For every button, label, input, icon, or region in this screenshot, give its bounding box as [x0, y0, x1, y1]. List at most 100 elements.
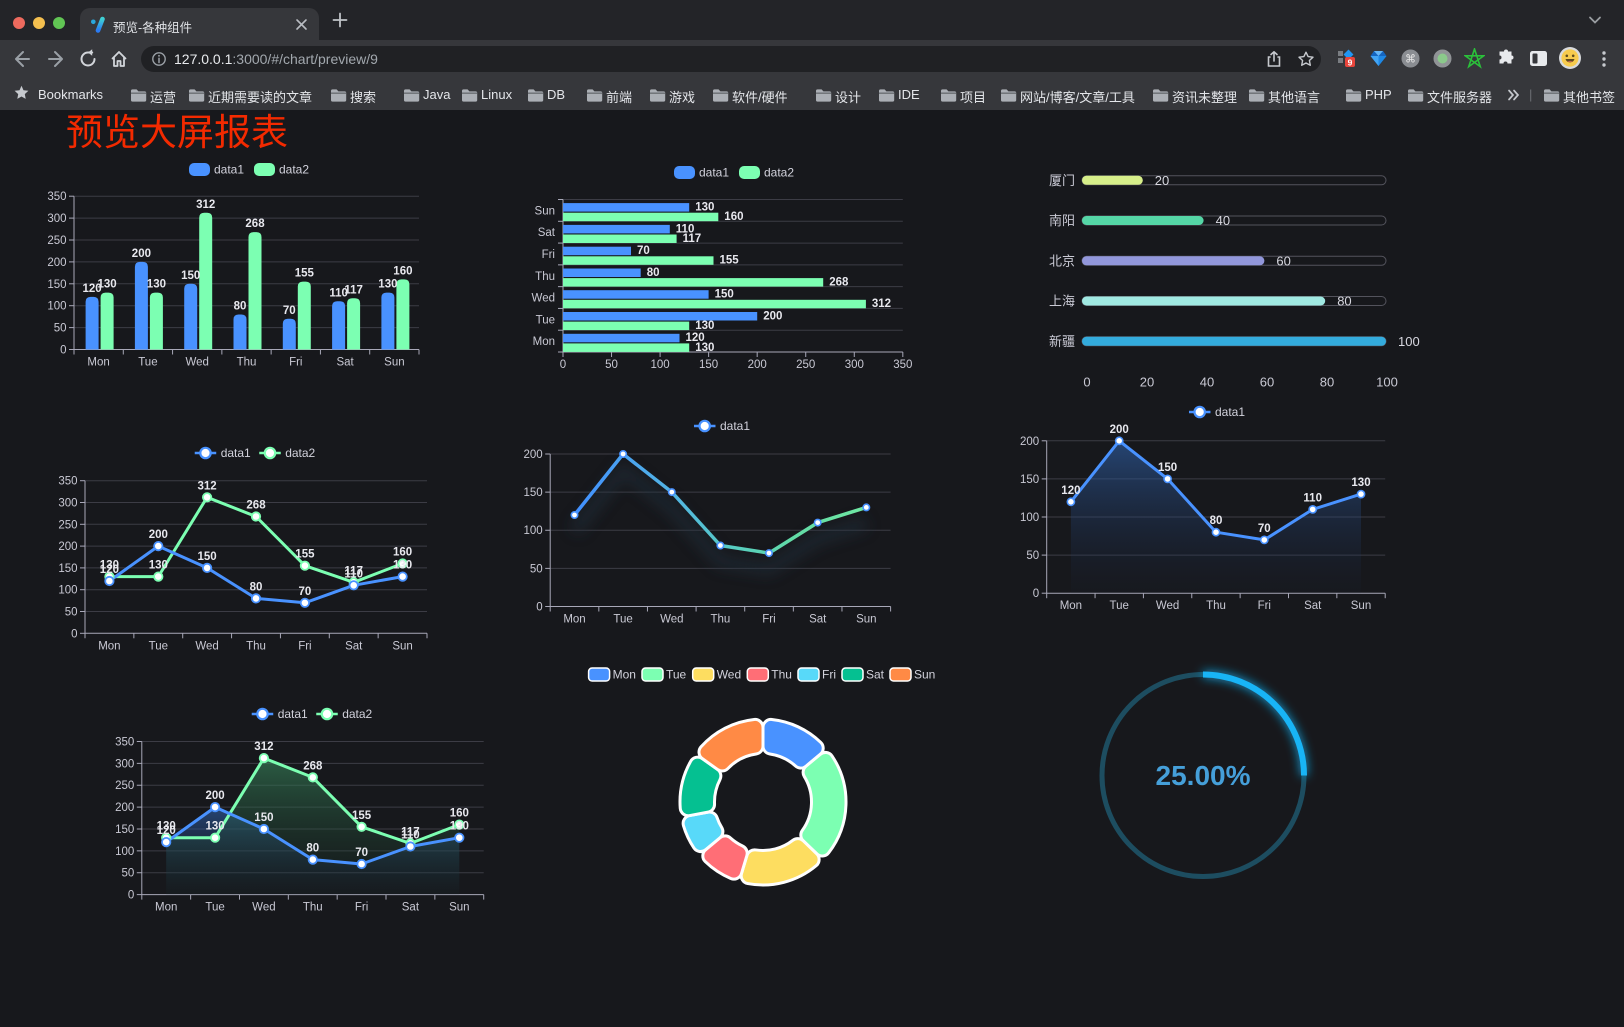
svg-text:20: 20	[1140, 375, 1154, 390]
svg-text:250: 250	[796, 359, 815, 371]
svg-text:150: 150	[47, 279, 66, 291]
svg-text:100: 100	[1020, 512, 1039, 524]
svg-text:Sat: Sat	[538, 227, 556, 239]
svg-text:预览大屏报表: 预览大屏报表	[66, 112, 288, 153]
svg-text:200: 200	[206, 790, 225, 802]
svg-text:350: 350	[893, 359, 912, 371]
svg-text:100: 100	[58, 585, 77, 597]
svg-text:Mon: Mon	[87, 357, 109, 369]
svg-text:130: 130	[695, 320, 714, 332]
svg-text:70: 70	[1258, 523, 1271, 535]
svg-text:100: 100	[1398, 334, 1420, 349]
svg-text:110: 110	[344, 568, 363, 580]
svg-text:130: 130	[147, 279, 166, 291]
svg-text:150: 150	[1158, 462, 1177, 474]
svg-text:200: 200	[763, 310, 782, 322]
svg-text:155: 155	[295, 268, 315, 280]
svg-text:155: 155	[295, 549, 315, 561]
svg-text:312: 312	[196, 199, 215, 211]
svg-text:Sun: Sun	[392, 640, 412, 652]
svg-text:100: 100	[47, 301, 66, 313]
svg-text:Thu: Thu	[303, 902, 323, 914]
svg-text:120: 120	[100, 564, 119, 576]
svg-text:0: 0	[60, 345, 66, 357]
svg-text:20: 20	[1155, 173, 1169, 188]
svg-text:200: 200	[47, 257, 66, 269]
svg-text:Wed: Wed	[185, 357, 208, 369]
svg-text:0: 0	[1033, 588, 1039, 600]
svg-text:110: 110	[676, 223, 695, 235]
svg-text:0: 0	[560, 359, 566, 371]
svg-text:200: 200	[58, 541, 77, 553]
svg-text:80: 80	[306, 843, 319, 855]
svg-text:9: 9	[1348, 57, 1353, 67]
svg-text:Sun: Sun	[449, 902, 469, 914]
svg-text:Wed: Wed	[195, 640, 218, 652]
svg-text:250: 250	[115, 780, 134, 792]
svg-text:268: 268	[303, 760, 323, 772]
svg-text:Thu: Thu	[1206, 600, 1226, 612]
svg-text:200: 200	[748, 359, 767, 371]
svg-text:160: 160	[393, 547, 412, 559]
svg-text:200: 200	[149, 529, 168, 541]
svg-text:data2: data2	[342, 707, 372, 721]
svg-text:Sat: Sat	[345, 640, 363, 652]
svg-text:厦门: 厦门	[1049, 173, 1075, 188]
svg-text:300: 300	[58, 498, 77, 510]
svg-text:Tue: Tue	[613, 614, 632, 626]
svg-text:350: 350	[58, 476, 77, 488]
svg-text:Fri: Fri	[298, 640, 311, 652]
svg-text:Thu: Thu	[771, 668, 792, 682]
svg-text:Sun: Sun	[535, 205, 555, 217]
svg-text:300: 300	[47, 213, 66, 225]
svg-text:130: 130	[100, 560, 119, 572]
svg-text:150: 150	[1020, 474, 1039, 486]
svg-text:Sun: Sun	[1351, 600, 1371, 612]
svg-text:300: 300	[845, 359, 864, 371]
svg-text:117: 117	[344, 284, 363, 296]
svg-text:Sun: Sun	[384, 357, 404, 369]
svg-text:data1: data1	[221, 446, 251, 460]
svg-text:80: 80	[1320, 375, 1334, 390]
svg-text:data1: data1	[699, 166, 729, 180]
svg-text:117: 117	[683, 233, 702, 245]
svg-text:Tue: Tue	[1110, 600, 1129, 612]
svg-text:Fri: Fri	[289, 357, 302, 369]
svg-text:200: 200	[524, 449, 543, 461]
svg-text:北京: 北京	[1049, 253, 1075, 268]
svg-text:117: 117	[344, 565, 363, 577]
svg-text:60: 60	[1276, 253, 1290, 268]
svg-text:新疆: 新疆	[1049, 334, 1075, 349]
svg-text:350: 350	[47, 191, 66, 203]
svg-text:data1: data1	[720, 419, 750, 433]
svg-text:Mon: Mon	[155, 902, 177, 914]
svg-text:Fri: Fri	[1258, 600, 1271, 612]
svg-text:130: 130	[149, 560, 168, 572]
svg-text:Tue: Tue	[536, 314, 555, 326]
svg-text:data1: data1	[214, 163, 244, 177]
svg-text:130: 130	[98, 279, 117, 291]
svg-text:Fri: Fri	[762, 614, 775, 626]
svg-text:300: 300	[115, 758, 134, 770]
svg-text:250: 250	[47, 235, 66, 247]
svg-text:40: 40	[1200, 375, 1214, 390]
svg-text:120: 120	[83, 283, 102, 295]
svg-text:Thu: Thu	[246, 640, 266, 652]
svg-text:南阳: 南阳	[1049, 213, 1075, 228]
svg-text:100: 100	[651, 359, 670, 371]
svg-text:Sat: Sat	[402, 902, 420, 914]
svg-text:Wed: Wed	[660, 614, 683, 626]
svg-text:100: 100	[524, 525, 543, 537]
svg-text:Tue: Tue	[138, 357, 157, 369]
svg-text:40: 40	[1216, 213, 1230, 228]
svg-text:50: 50	[1026, 550, 1039, 562]
svg-text:130: 130	[378, 279, 397, 291]
svg-text:Thu: Thu	[237, 357, 257, 369]
svg-text:130: 130	[157, 821, 176, 833]
svg-text:Mon: Mon	[1060, 600, 1082, 612]
svg-text:0: 0	[1083, 375, 1090, 390]
svg-text:120: 120	[686, 332, 705, 344]
svg-text:100: 100	[1376, 375, 1398, 390]
svg-text:160: 160	[450, 808, 469, 820]
svg-text:350: 350	[115, 737, 134, 749]
